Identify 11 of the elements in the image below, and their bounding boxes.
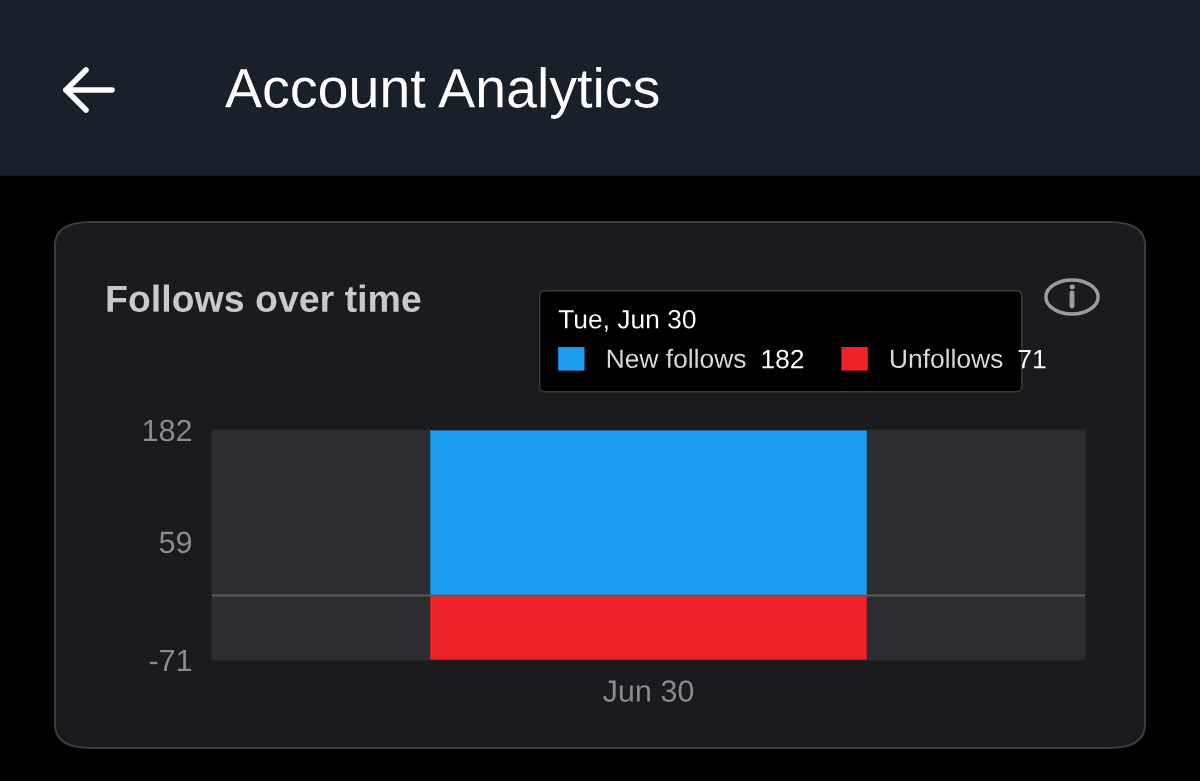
y-tick-label: -71 [149,650,192,672]
legend-label: New follows [607,348,746,369]
text: 71 [1018,350,1046,369]
chart-subtitle: Follows over time [107,284,421,313]
legend-label: Unfollows [890,348,1003,369]
text: 182 [762,349,804,369]
y-tick-label: 59 [159,531,192,554]
y-tick-label: 182 [143,419,192,442]
x-tick-label: Jun 30 [603,680,694,702]
legend-title: Tue, Jun 30 [558,309,696,332]
chart-title: Account Analytics [225,67,659,119]
